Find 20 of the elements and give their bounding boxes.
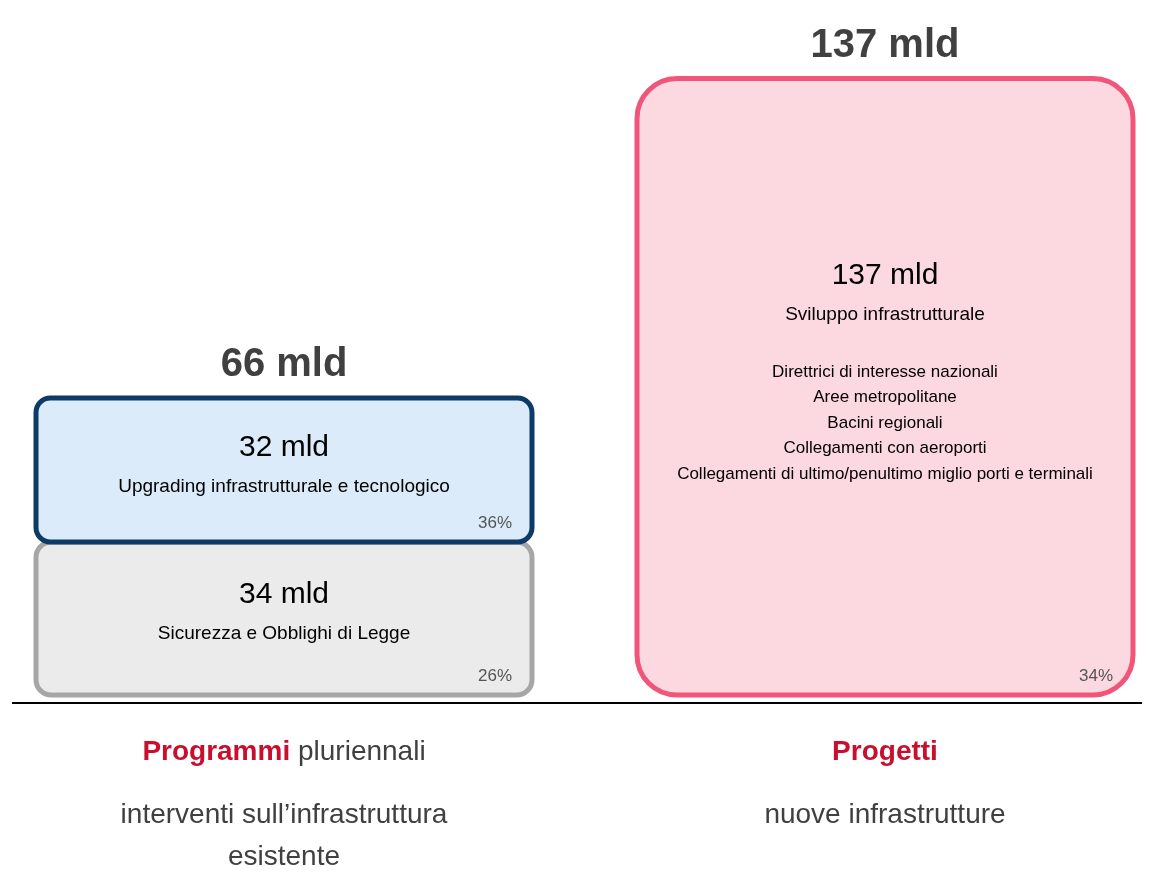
annotation: Aree metropolitane [813,387,957,406]
annotation: 36% [477,513,512,532]
annotation: Direttrici di interesse nazionali [772,361,998,381]
annotation: Collegamenti di ultimo/penultimo miglio porti e terminali [677,463,1093,483]
total-label: 66 mld [220,340,348,384]
x-tick-label: Programmi pluriennali [142,735,426,766]
data-label: 32 mld [238,428,330,462]
series-label: Sviluppo infrastrutturale [785,302,985,324]
data-label: 34 mld [238,576,330,610]
annotation: Collegamenti con aeroporti [783,438,987,457]
annotation: 26% [477,666,512,685]
x-tick-label: Progetti [832,735,938,766]
data-label: 137 mld [831,256,939,290]
text: interventi sull’infrastruttura esistente [120,798,448,871]
series-label: Sicurezza e Obblighi di Legge [157,622,411,644]
series-label: Upgrading infrastrutturale e tecnologico [118,474,450,496]
total-label: 137 mld [810,20,960,65]
annotation: Bacini regionali [827,412,943,432]
annotation: 34% [1078,666,1113,685]
text: nuove infrastrutture [764,798,1006,829]
